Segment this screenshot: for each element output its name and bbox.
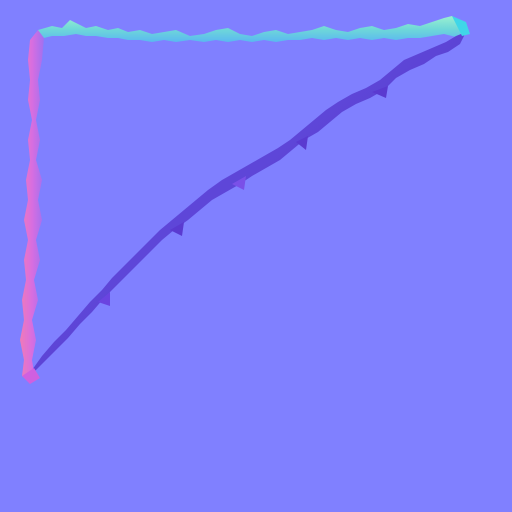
diagonal-chunk: [232, 176, 246, 190]
diagonal-chunk: [372, 86, 388, 98]
diagonal-chunk: [296, 136, 308, 150]
diagonal-chunk: [98, 292, 110, 306]
diagonal-torn-edge: [28, 32, 466, 380]
top-torn-edge: [38, 16, 466, 42]
diagonal-chunk: [170, 222, 184, 236]
corner-bottom-left: [22, 368, 40, 384]
corner-curl: [452, 16, 470, 36]
left-torn-edge: [20, 30, 44, 380]
